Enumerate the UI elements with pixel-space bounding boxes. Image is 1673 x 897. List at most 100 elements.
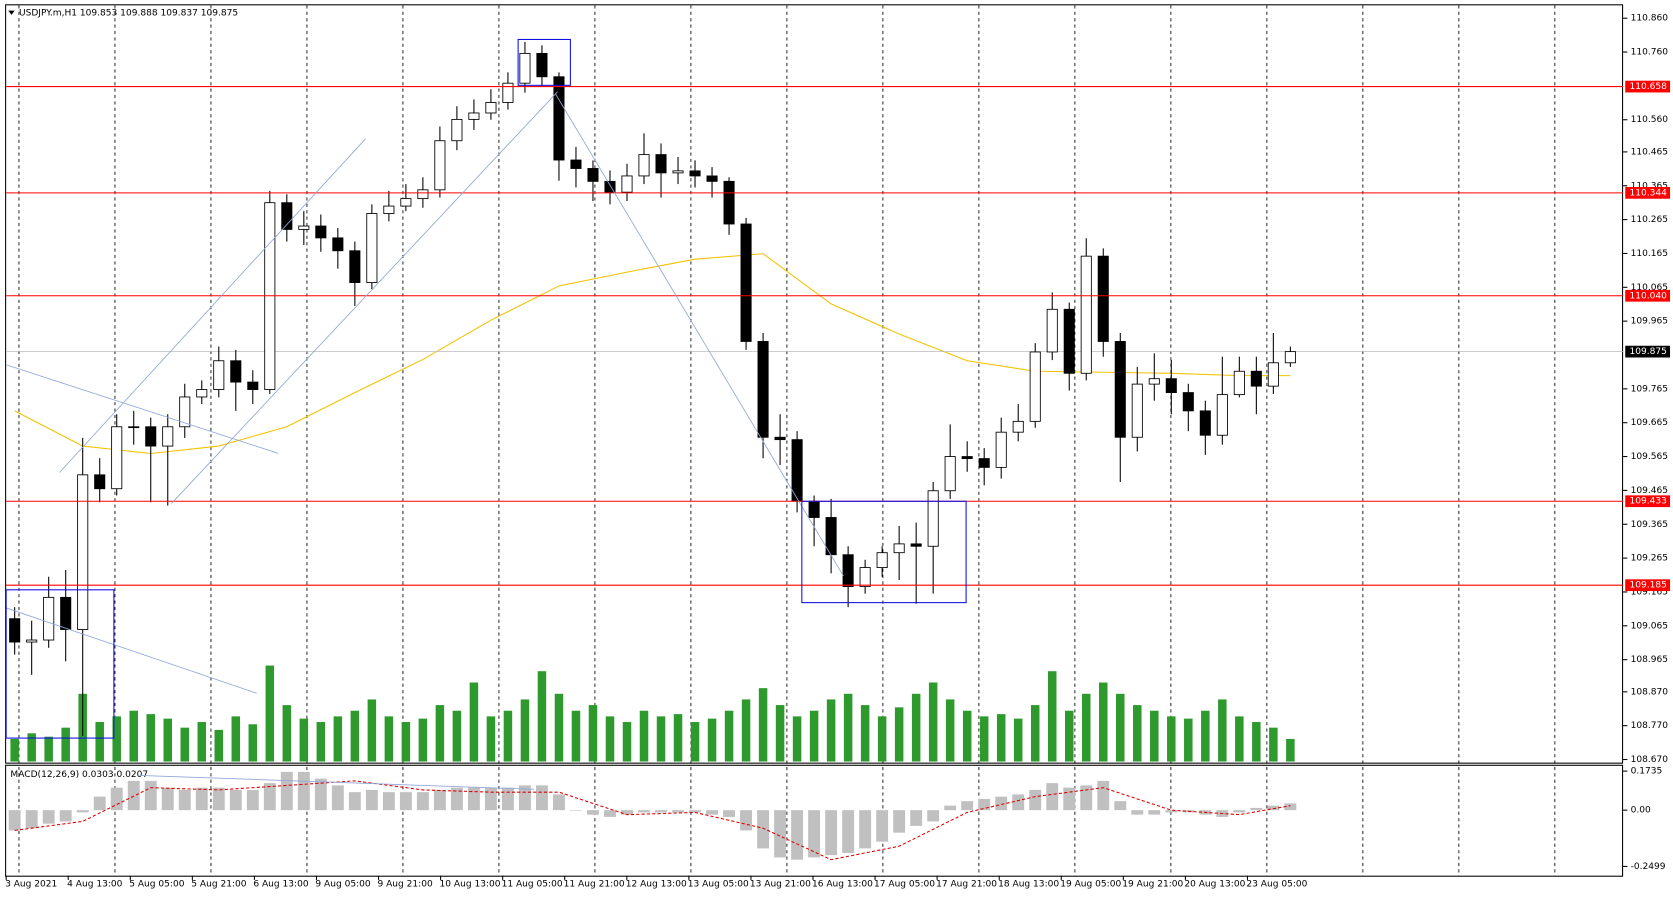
volume-bar: [1064, 710, 1074, 762]
macd-bar: [1046, 783, 1059, 811]
volume-bar: [622, 722, 632, 762]
axes: 110.860 110.760 110.560 110.465 110.365 110.2…: [5, 14, 1671, 890]
macd-bar: [672, 810, 684, 813]
macd-bar: [59, 810, 72, 822]
macd-bar: [297, 771, 310, 811]
macd-bar: [1284, 803, 1297, 811]
volume-bar: [996, 714, 1006, 762]
macd-bar: [127, 780, 140, 811]
trendline: [6, 607, 257, 694]
candle-body: [502, 82, 514, 103]
volume-bar: [707, 718, 717, 762]
macd-bar: [246, 789, 259, 811]
x-tick-label: 17 Aug 21:00: [936, 880, 997, 890]
x-tick-label: 5 Aug 05:00: [129, 880, 184, 890]
macd-bar: [280, 771, 293, 811]
trendline: [6, 364, 279, 454]
macd-bar: [1267, 805, 1280, 811]
candle-body: [196, 389, 208, 398]
candle-body: [672, 170, 684, 174]
volume-bar: [1184, 718, 1193, 762]
candle-body: [995, 431, 1007, 468]
volume-bar: [860, 705, 870, 762]
y-tick-label: 110.560: [1631, 115, 1669, 125]
volume-bar: [962, 710, 972, 762]
candle-body: [1216, 394, 1228, 436]
candle-body: [978, 458, 990, 468]
candle-body: [213, 360, 225, 390]
volume-bar: [826, 699, 836, 762]
y-tick-label: 109.265: [1631, 554, 1668, 564]
trendline: [139, 774, 535, 790]
candle-body: [876, 552, 888, 569]
macd-bar: [93, 796, 106, 811]
macd-bar: [161, 787, 174, 811]
candle-body: [1131, 383, 1143, 438]
volume-bar: [112, 716, 121, 762]
macd-bar: [450, 787, 463, 811]
candle-body: [740, 223, 752, 342]
symbol-menu-arrow[interactable]: [8, 10, 15, 15]
y-tick-label: 108.965: [1631, 655, 1668, 665]
volume-bar: [10, 738, 19, 762]
x-tick-label: 19 Aug 21:00: [1122, 880, 1183, 890]
macd-bar: [706, 810, 718, 815]
macd-bar: [1233, 810, 1246, 813]
candle-body: [961, 456, 973, 460]
trendline: [171, 91, 558, 504]
macd-bar: [910, 810, 923, 826]
macd-bar: [1250, 807, 1263, 811]
volume-bar: [775, 705, 785, 762]
level-label-box: [1625, 289, 1671, 302]
candle-body: [1182, 392, 1194, 412]
macd-bar: [1012, 794, 1025, 811]
macd-bar: [229, 789, 242, 811]
candle-body: [1165, 378, 1177, 394]
macd-bar: [8, 810, 21, 831]
zone-box: [5, 589, 115, 739]
volume-bar: [1013, 718, 1023, 762]
macd-bar: [808, 810, 821, 858]
level-label: 110.344: [1630, 188, 1668, 198]
macd-bar: [655, 810, 667, 813]
volume-bar: [401, 722, 411, 762]
macd-bar: [212, 787, 225, 811]
volume-bar: [248, 724, 258, 762]
volume-bar: [469, 682, 479, 762]
x-tick-label: 17 Aug 05:00: [874, 880, 935, 890]
x-tick-label: 10 Aug 13:00: [440, 880, 501, 890]
chart-header: USDJPY.m,H1 109.853 109.888 109.837 109.…: [19, 8, 238, 18]
volume-bar: [214, 729, 224, 762]
volume-bar: [758, 688, 768, 762]
y-tick-label: 109.665: [1631, 418, 1668, 428]
candle-body: [519, 52, 531, 84]
candle-body: [111, 426, 123, 490]
macd-bar: [723, 810, 736, 817]
candle-body: [451, 118, 463, 142]
candle-body: [1063, 308, 1075, 374]
level-label: 109.433: [1630, 497, 1668, 507]
macd-bar: [740, 810, 753, 831]
y-tick-label: 108.770: [1631, 721, 1669, 731]
volume-bar: [1269, 727, 1278, 762]
x-tick-label: 4 Aug 13:00: [67, 880, 122, 890]
candle-body: [400, 198, 412, 207]
macd-bar: [791, 810, 804, 860]
y-tick-label: 108.670: [1631, 755, 1669, 765]
y-tick-label: 109.565: [1631, 452, 1668, 462]
level-label-box: [1625, 186, 1671, 199]
current-price-label: 109.875: [1630, 347, 1667, 357]
zone-box: [517, 38, 571, 86]
macd-bar: [263, 783, 276, 811]
volume-bar: [44, 736, 53, 762]
macd-bar: [314, 778, 327, 811]
candle-body: [1029, 351, 1041, 422]
x-tick-label: 12 Aug 13:00: [626, 880, 687, 890]
x-tick-label: 16 Aug 13:00: [812, 880, 873, 890]
candle-body: [859, 567, 871, 587]
candle-body: [145, 426, 157, 447]
macd-tick-label: -0.2499: [1631, 862, 1666, 872]
volume-bar: [588, 705, 598, 762]
y-tick-label: 110.365: [1631, 181, 1668, 191]
